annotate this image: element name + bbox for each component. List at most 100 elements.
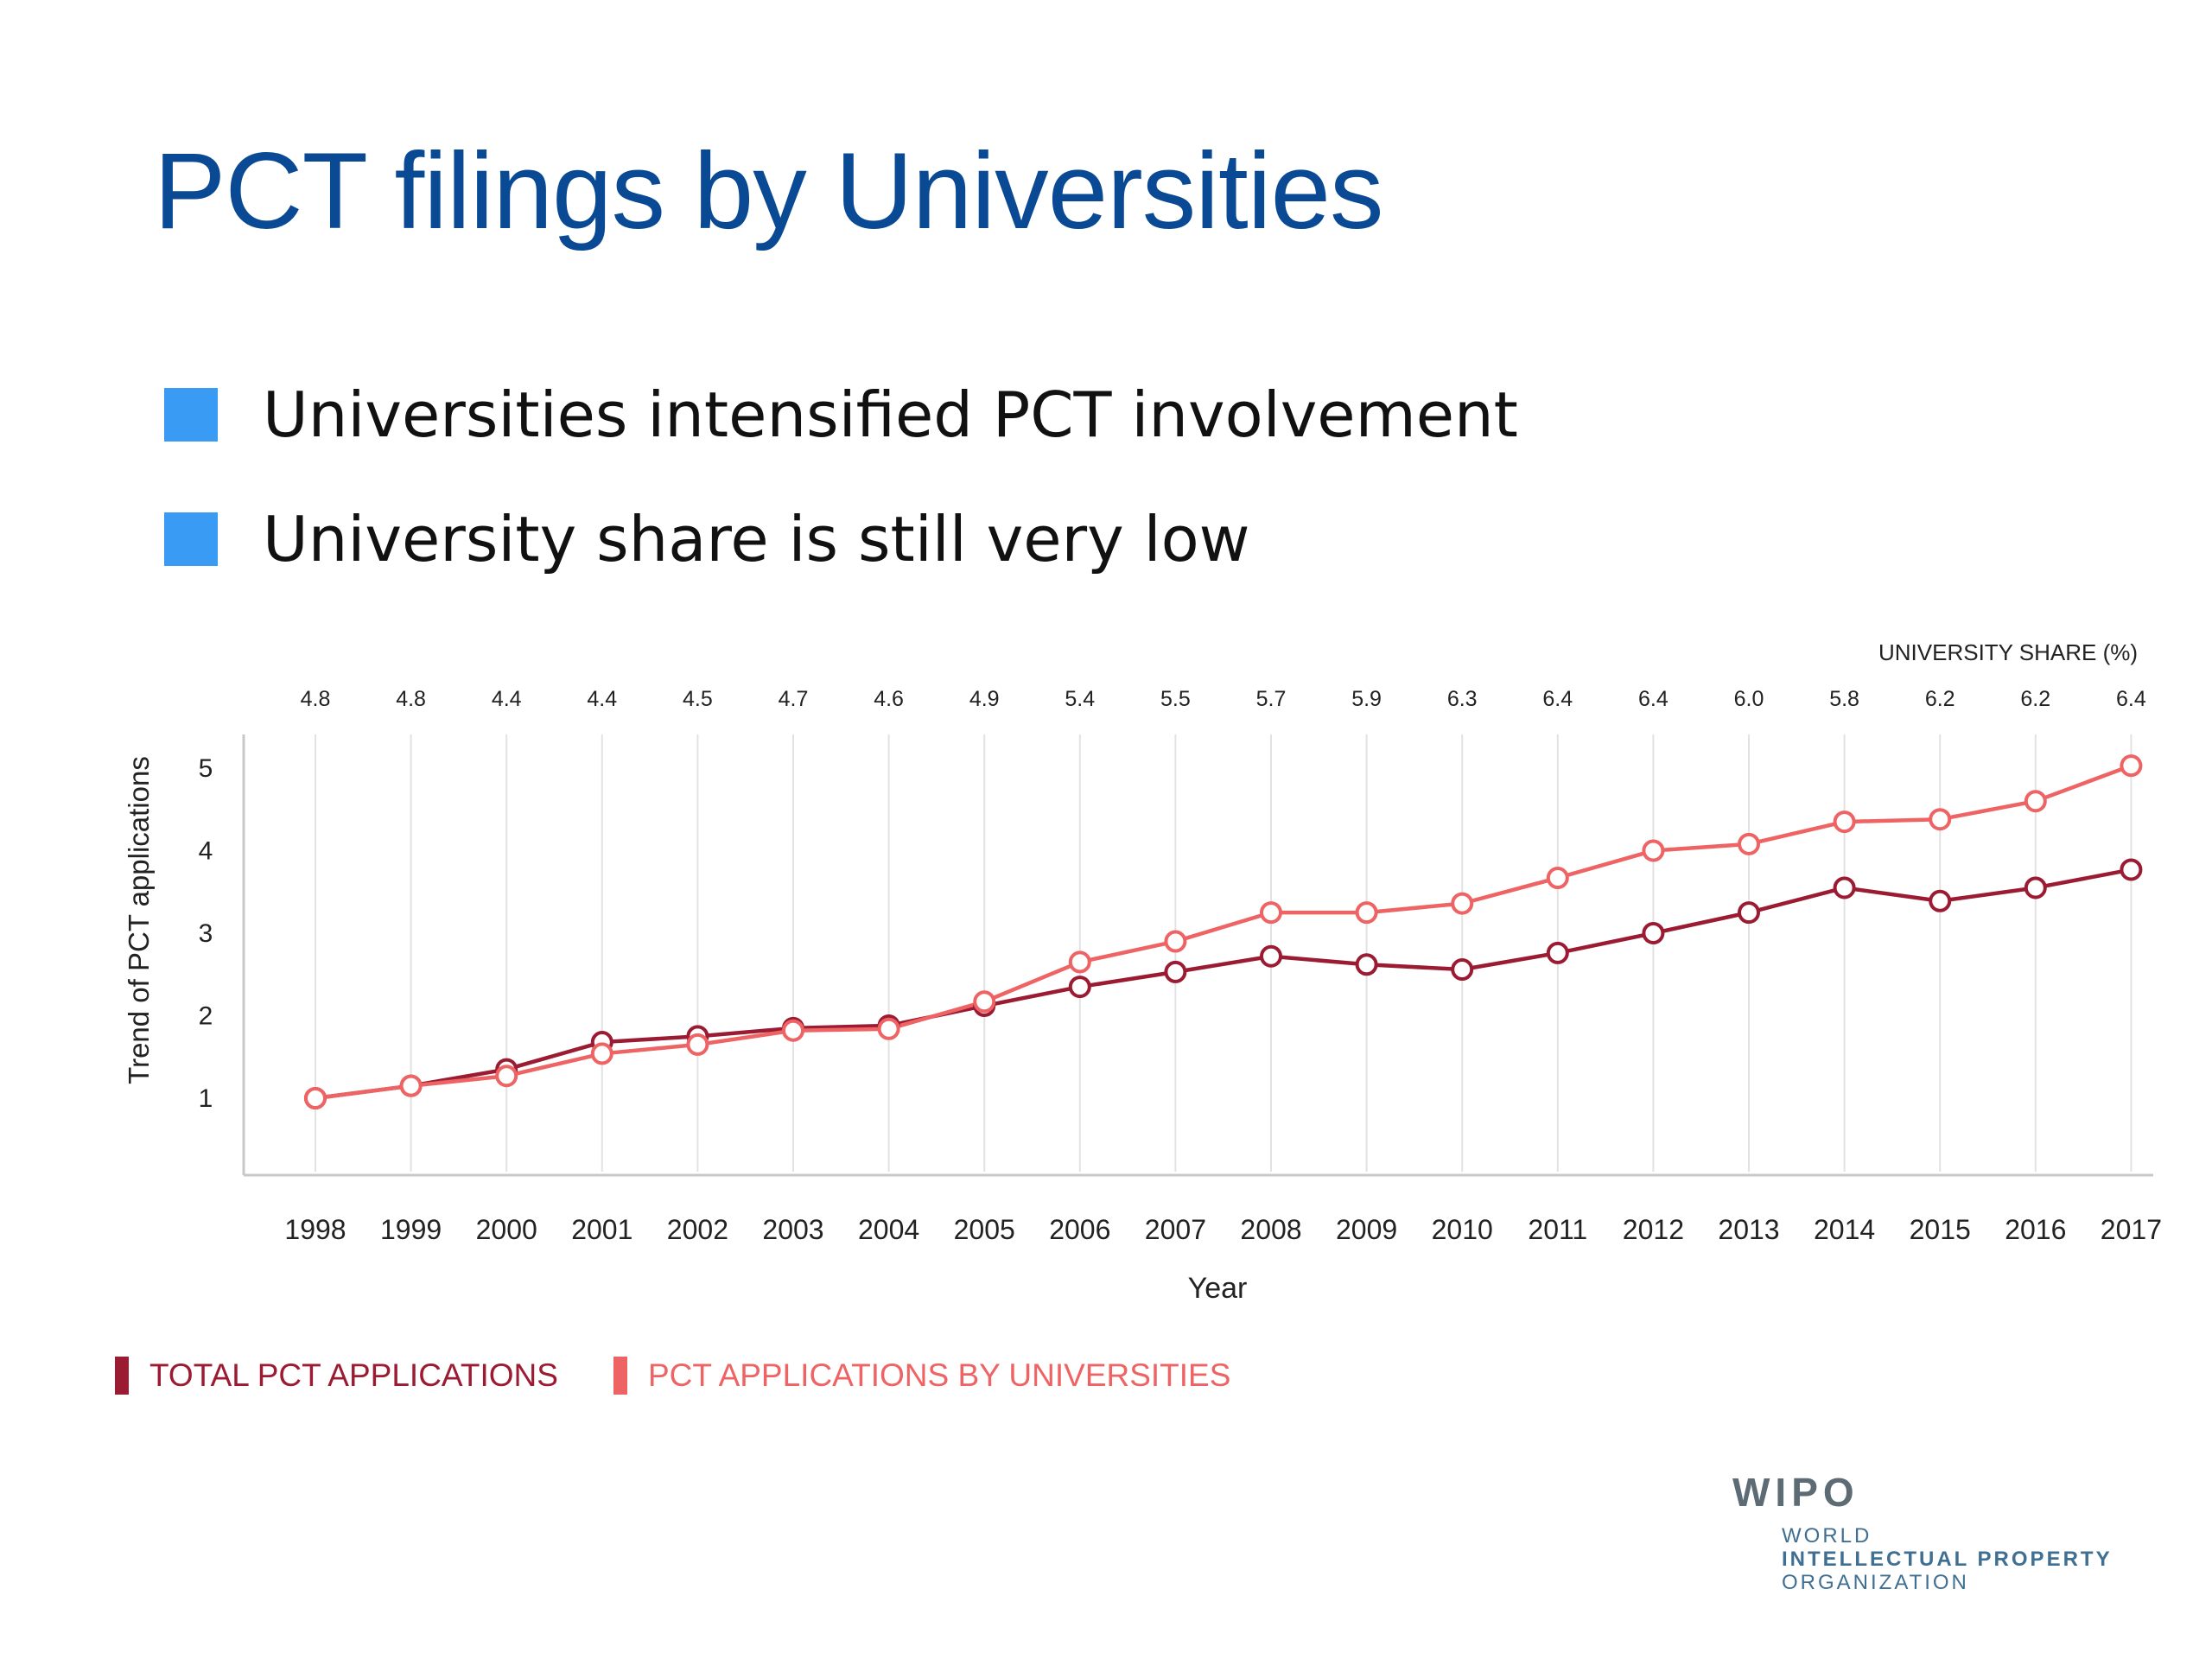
x-tick-label: 2006 <box>1049 1214 1110 1245</box>
x-tick-label: 2007 <box>1145 1214 1206 1245</box>
data-point-total <box>1164 960 1187 983</box>
series-line-universities <box>315 764 2133 1101</box>
x-tick-label: 2010 <box>1432 1214 1493 1245</box>
bullet-item: Universities intensified PCT involvement <box>164 378 1518 451</box>
x-tick-label: 2000 <box>476 1214 537 1245</box>
data-point-total <box>1833 876 1856 899</box>
bullet-item: University share is still very low <box>164 503 1250 575</box>
data-point-universities <box>973 990 996 1014</box>
data-point-total <box>1738 901 1760 925</box>
x-tick-label: 2005 <box>954 1214 1015 1245</box>
share-axis-title: UNIVERSITY SHARE (%) <box>1878 639 2138 665</box>
x-tick-label: 2004 <box>858 1214 919 1245</box>
share-value-label: 6.0 <box>1734 687 1764 711</box>
share-value-label: 6.4 <box>1638 687 1669 711</box>
share-value-label: 5.9 <box>1351 687 1382 711</box>
data-point-universities <box>399 1074 423 1097</box>
share-value-label: 4.8 <box>301 687 331 711</box>
x-tick-label: 2008 <box>1240 1214 1301 1245</box>
logo-line-3: ORGANIZATION <box>1782 1571 1969 1594</box>
data-point-universities <box>782 1019 804 1042</box>
data-point-universities <box>1451 892 1474 915</box>
x-tick-label: 2012 <box>1623 1214 1684 1245</box>
legend-label-universities: PCT APPLICATIONS BY UNIVERSITIES <box>648 1357 1231 1393</box>
legend-swatch-total <box>115 1357 129 1395</box>
data-point-total <box>2024 876 2047 899</box>
data-point-total <box>1451 958 1474 982</box>
data-point-universities <box>1929 808 1952 831</box>
bullet-square-icon <box>164 388 218 442</box>
bullet-text: Universities intensified PCT involvement <box>263 378 1518 451</box>
share-value-label: 6.4 <box>1542 687 1573 711</box>
data-point-universities <box>877 1017 900 1040</box>
data-point-total <box>1260 944 1282 968</box>
x-tick-label: 2009 <box>1336 1214 1397 1245</box>
legend-item-universities: PCT APPLICATIONS BY UNIVERSITIES <box>613 1357 1230 1395</box>
share-value-label: 4.8 <box>396 687 426 711</box>
share-value-label: 5.4 <box>1065 687 1095 711</box>
y-tick-label: 2 <box>199 1002 213 1031</box>
y-tick-label: 1 <box>199 1084 213 1113</box>
bullet-text: University share is still very low <box>263 503 1250 575</box>
data-point-universities <box>1738 832 1760 855</box>
data-point-universities <box>2024 790 2047 813</box>
x-axis-title: Year <box>1188 1272 1248 1305</box>
x-tick-label: 1998 <box>284 1214 346 1245</box>
data-point-total <box>1068 976 1091 999</box>
share-value-label: 4.7 <box>779 687 809 711</box>
share-value-label: 5.7 <box>1256 687 1287 711</box>
share-value-label: 6.4 <box>2116 687 2146 711</box>
x-tick-label: 1999 <box>380 1214 442 1245</box>
x-tick-label: 2017 <box>2101 1214 2162 1245</box>
slide-title: PCT filings by Universities <box>154 131 1384 251</box>
x-tick-label: 2003 <box>762 1214 823 1245</box>
data-point-universities <box>1833 810 1856 834</box>
logo-line-2: INTELLECTUAL PROPERTY <box>1782 1548 2113 1571</box>
data-point-total <box>1546 941 1569 964</box>
share-value-label: 6.2 <box>2020 687 2050 711</box>
logo-acronym: WIPO <box>1732 1470 1859 1515</box>
data-point-universities <box>1546 867 1569 890</box>
y-tick-label: 5 <box>199 754 213 783</box>
x-tick-label: 2013 <box>1718 1214 1779 1245</box>
data-point-total <box>1929 889 1952 912</box>
share-value-label: 5.8 <box>1829 687 1859 711</box>
y-tick-label: 4 <box>199 837 213 866</box>
share-value-label: 4.4 <box>587 687 617 711</box>
share-value-label: 4.9 <box>969 687 1000 711</box>
x-tick-label: 2014 <box>1814 1214 1875 1245</box>
wipo-logo: WIPO WORLD INTELLECTUAL PROPERTY ORGANIZ… <box>1732 1469 2110 1594</box>
x-tick-label: 2016 <box>2005 1214 2066 1245</box>
data-point-universities <box>304 1087 327 1109</box>
data-point-universities <box>590 1042 613 1065</box>
y-tick-label: 3 <box>199 919 213 948</box>
legend-label-total: TOTAL PCT APPLICATIONS <box>149 1357 558 1393</box>
data-point-universities <box>1164 930 1187 953</box>
data-point-universities <box>1068 950 1091 974</box>
data-point-total <box>1355 953 1378 976</box>
share-value-label: 6.2 <box>1925 687 1955 711</box>
x-tick-label: 2015 <box>1910 1214 1971 1245</box>
data-point-universities <box>495 1065 518 1088</box>
logo-line-1: WORLD <box>1782 1524 1872 1548</box>
data-point-universities <box>686 1033 709 1056</box>
data-point-universities <box>1260 901 1282 925</box>
data-point-total <box>1642 922 1665 944</box>
data-point-universities <box>2120 754 2143 778</box>
series-line-total <box>315 868 2132 1101</box>
x-tick-label: 2011 <box>1528 1214 1587 1245</box>
share-value-label: 4.4 <box>492 687 522 711</box>
x-tick-label: 2001 <box>571 1214 632 1245</box>
data-point-universities <box>1355 901 1378 925</box>
legend-swatch-universities <box>613 1357 627 1395</box>
share-value-label: 6.3 <box>1447 687 1478 711</box>
share-value-label: 4.5 <box>683 687 713 711</box>
legend-item-total: TOTAL PCT APPLICATIONS <box>115 1357 558 1395</box>
bullet-square-icon <box>164 512 218 566</box>
share-value-label: 4.6 <box>874 687 904 711</box>
data-point-total <box>2120 858 2143 881</box>
share-value-label: 5.5 <box>1160 687 1191 711</box>
x-tick-label: 2002 <box>667 1214 728 1245</box>
